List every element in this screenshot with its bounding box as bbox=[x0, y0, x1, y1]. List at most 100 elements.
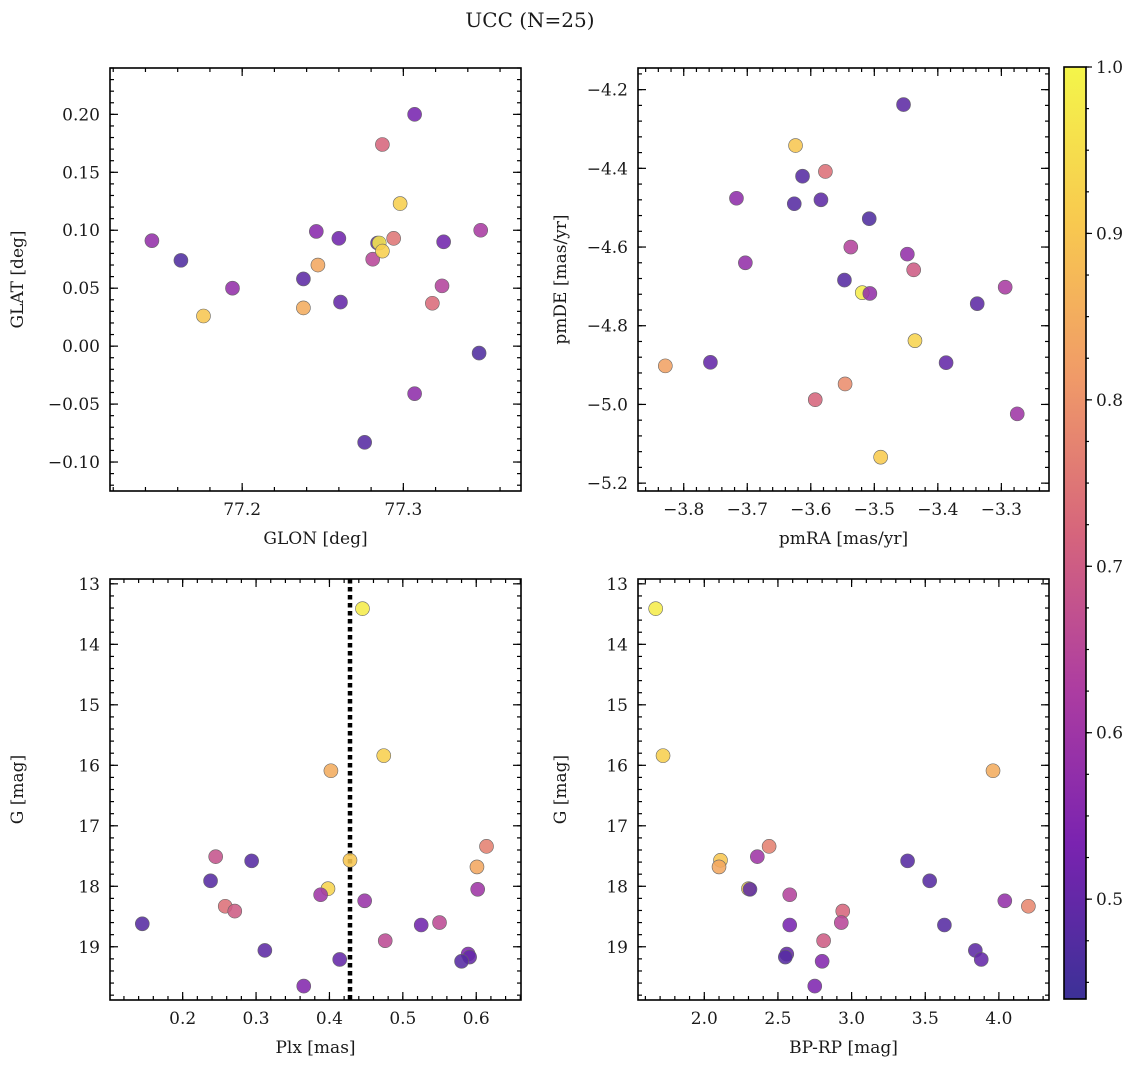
y-tick-label: 19 bbox=[606, 938, 628, 958]
colorbar-tick-label: 0.9 bbox=[1096, 224, 1123, 244]
colorbar-gradient bbox=[1064, 67, 1086, 999]
scatter-point bbox=[173, 253, 189, 268]
scatter-point bbox=[900, 853, 915, 869]
x-tick-label: −3.4 bbox=[917, 500, 958, 520]
y-tick-label: 0.00 bbox=[62, 337, 100, 357]
y-tick-label: 17 bbox=[78, 817, 100, 837]
scatter-point bbox=[873, 449, 888, 465]
scatter-point bbox=[1009, 406, 1025, 422]
x-tick-label: 4.0 bbox=[985, 1009, 1012, 1029]
colorbar-tick-label: 0.8 bbox=[1096, 391, 1123, 411]
colorbar-tick-label: 0.7 bbox=[1096, 557, 1123, 577]
scatter-point bbox=[862, 286, 878, 301]
scatter-point bbox=[309, 224, 324, 239]
x-tick-label: 77.3 bbox=[384, 500, 422, 520]
y-axis-label: G [mag] bbox=[551, 755, 571, 824]
scatter-point bbox=[413, 917, 429, 933]
scatter-point bbox=[711, 859, 727, 875]
scatter-point bbox=[814, 953, 830, 969]
plot-frame bbox=[637, 67, 1050, 492]
scatter-point bbox=[357, 435, 372, 450]
scatter-point bbox=[648, 601, 663, 616]
scatter-point bbox=[658, 358, 673, 374]
x-axis-label: Plx [mas] bbox=[275, 1038, 355, 1058]
x-tick-label: −3.3 bbox=[981, 500, 1022, 520]
scatter-point bbox=[907, 333, 923, 348]
x-tick-label: 0.6 bbox=[463, 1009, 490, 1029]
scatter-point bbox=[750, 849, 765, 864]
scatter-point bbox=[778, 949, 793, 965]
panel-pm: −3.8 −3.7 −3.6 −3.5 −3.4 −3.3 −5.2 −5.0 −4.8 −4.6… bbox=[551, 67, 1050, 549]
scatter-point bbox=[203, 873, 218, 889]
plot-frame bbox=[109, 67, 522, 492]
scatter-point bbox=[296, 300, 311, 316]
y-tick-label: 0.05 bbox=[62, 279, 100, 299]
scatter-point bbox=[843, 239, 859, 255]
scatter-point bbox=[938, 355, 954, 371]
y-tick-label: 14 bbox=[606, 635, 628, 655]
scatter-point bbox=[818, 164, 833, 179]
y-tick-label: −4.2 bbox=[587, 81, 628, 101]
scatter-point bbox=[922, 873, 937, 889]
y-tick-label: 15 bbox=[606, 696, 628, 716]
scatter-point bbox=[807, 392, 823, 408]
scatter-point bbox=[997, 279, 1013, 295]
colorbar-tick-label: 1.0 bbox=[1096, 58, 1123, 78]
x-tick-label: −3.6 bbox=[790, 500, 831, 520]
scatter-point bbox=[208, 849, 223, 864]
y-tick-label: −4.8 bbox=[587, 317, 628, 337]
scatter-point bbox=[937, 917, 952, 933]
y-tick-label: 19 bbox=[78, 938, 100, 958]
plot-frame bbox=[109, 578, 522, 1001]
scatter-point bbox=[377, 933, 393, 949]
scatter-point bbox=[969, 296, 985, 311]
scatter-point bbox=[296, 271, 311, 287]
scatter-point bbox=[896, 97, 911, 112]
scatter-point bbox=[900, 246, 915, 262]
y-tick-label: 15 bbox=[78, 696, 100, 716]
scatter-point bbox=[786, 196, 802, 212]
scatter-point bbox=[788, 138, 803, 153]
y-tick-label: 0.15 bbox=[62, 163, 100, 183]
colorbar-tick-label: 0.5 bbox=[1096, 890, 1123, 910]
y-axis-label: G [mag] bbox=[8, 755, 28, 824]
scatter-point bbox=[761, 839, 777, 854]
scatter-point bbox=[795, 168, 810, 184]
scatter-point bbox=[376, 748, 392, 763]
scatter-point bbox=[436, 234, 451, 250]
y-tick-label: 17 bbox=[606, 817, 628, 837]
y-tick-label: 13 bbox=[78, 575, 100, 595]
scatter-point bbox=[310, 257, 326, 273]
y-tick-label: 13 bbox=[606, 575, 628, 595]
scatter-point bbox=[861, 211, 877, 227]
scatter-point bbox=[782, 887, 798, 903]
scatter-point bbox=[357, 893, 372, 909]
scatter-point bbox=[331, 231, 347, 246]
scatter-point bbox=[782, 917, 798, 933]
y-tick-label: −0.05 bbox=[48, 395, 100, 415]
scatter-point bbox=[144, 233, 160, 248]
y-tick-label: −5.0 bbox=[587, 395, 628, 415]
scatter-point bbox=[454, 953, 469, 969]
panels: 77.2 77.3 −0.10 −0.05 0.00 0.05 0.10 0.15 0.20 GL… bbox=[8, 67, 1050, 1058]
scatter-point bbox=[375, 137, 390, 152]
scatter-point bbox=[332, 952, 348, 967]
scatter-point bbox=[470, 882, 485, 897]
scatter-point bbox=[227, 903, 243, 919]
scatter-point bbox=[196, 308, 211, 324]
scatter-point bbox=[365, 251, 381, 267]
scatter-point bbox=[837, 376, 853, 392]
figure-title: UCC (N=25) bbox=[465, 8, 594, 32]
x-axis-label: pmRA [mas/yr] bbox=[779, 529, 908, 549]
y-tick-label: 14 bbox=[78, 635, 100, 655]
scatter-point bbox=[479, 839, 494, 854]
x-tick-label: −3.8 bbox=[663, 500, 704, 520]
x-tick-label: 0.4 bbox=[316, 1009, 343, 1029]
y-tick-label: −4.6 bbox=[587, 238, 628, 258]
x-tick-label: 3.5 bbox=[912, 1009, 939, 1029]
y-tick-label: 18 bbox=[606, 877, 628, 897]
scatter-point bbox=[355, 601, 370, 616]
scatter-point bbox=[837, 272, 852, 288]
scatter-point bbox=[392, 196, 408, 211]
